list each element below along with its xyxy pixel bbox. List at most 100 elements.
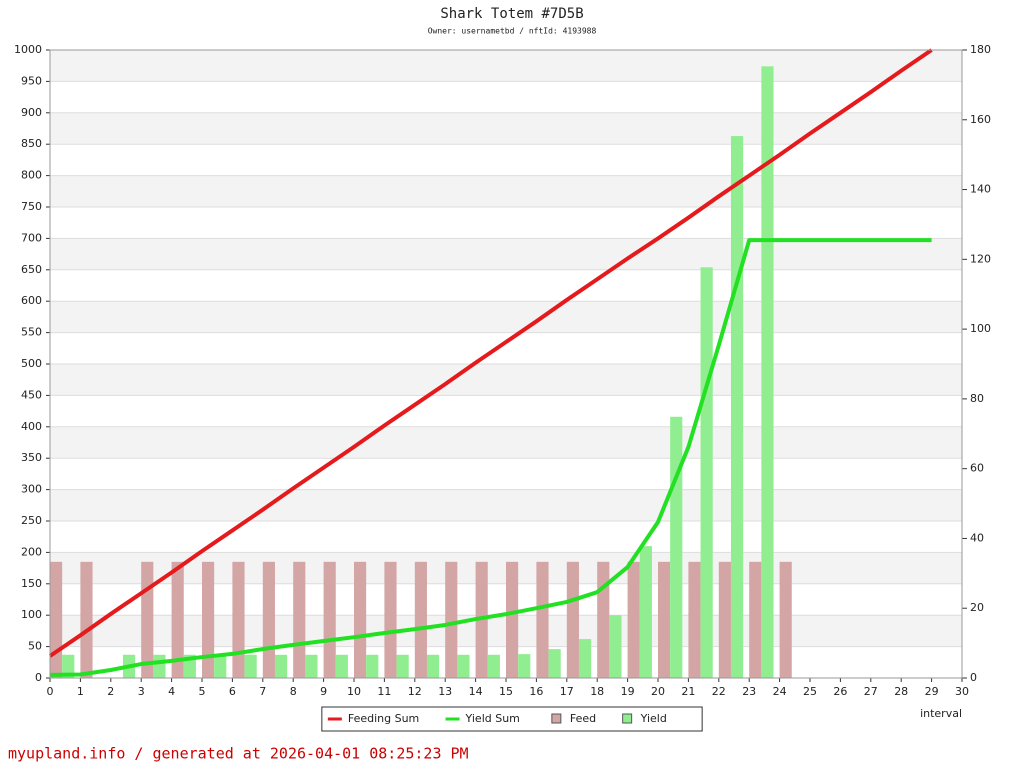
x-tick-label: 18 xyxy=(590,685,604,698)
bar xyxy=(202,561,215,678)
bar xyxy=(566,561,579,678)
x-tick-label: 1 xyxy=(77,685,84,698)
x-tick-label: 17 xyxy=(560,685,574,698)
x-tick-label: 28 xyxy=(894,685,908,698)
x-tick-label: 14 xyxy=(469,685,483,698)
bar xyxy=(730,136,744,678)
bar xyxy=(244,654,257,678)
x-tick-label: 25 xyxy=(803,685,817,698)
y2-tick-label: 140 xyxy=(970,183,991,196)
bar xyxy=(80,561,93,678)
x-tick-label: 2 xyxy=(107,685,114,698)
bar xyxy=(548,649,561,678)
bar xyxy=(426,654,440,678)
x-tick-label: 8 xyxy=(290,685,297,698)
bar xyxy=(366,654,379,678)
y-tick-label: 50 xyxy=(28,640,42,653)
bar xyxy=(718,561,731,678)
bar xyxy=(639,546,652,678)
bar xyxy=(627,561,640,678)
bar xyxy=(670,416,683,678)
x-tick-label: 16 xyxy=(529,685,543,698)
y2-tick-label: 60 xyxy=(970,462,984,475)
grid-band xyxy=(50,269,962,302)
bar xyxy=(506,561,519,678)
x-tick-label: 30 xyxy=(955,685,969,698)
bar xyxy=(487,654,500,678)
x-tick-label: 0 xyxy=(47,685,54,698)
bar xyxy=(50,561,63,678)
grid-band xyxy=(50,395,962,427)
grid-band xyxy=(50,489,962,521)
legend-label: Feed xyxy=(570,712,596,725)
plot-background xyxy=(50,50,962,678)
y-tick-label: 700 xyxy=(21,231,42,244)
bar xyxy=(536,561,549,678)
bar xyxy=(141,561,154,678)
y-tick-label: 300 xyxy=(21,483,42,496)
grid-band xyxy=(50,238,962,270)
legend-label: Yield xyxy=(640,712,667,725)
y-tick-label: 550 xyxy=(21,326,42,339)
x-tick-label: 11 xyxy=(377,685,391,698)
legend-label: Yield Sum xyxy=(465,712,520,725)
bar xyxy=(335,654,348,678)
grid-band xyxy=(50,50,962,82)
bar xyxy=(609,615,622,678)
grid-band xyxy=(50,112,962,145)
bar xyxy=(518,654,531,678)
legend-box xyxy=(321,706,703,732)
y-tick-label: 500 xyxy=(21,357,42,370)
y-tick-label: 850 xyxy=(21,137,42,150)
y2-tick-label: 20 xyxy=(970,601,984,614)
bar xyxy=(323,561,336,678)
bar xyxy=(305,654,318,678)
y-tick-label: 200 xyxy=(21,545,42,558)
bar xyxy=(761,66,774,678)
y2-tick-label: 80 xyxy=(970,392,984,405)
bar xyxy=(293,561,306,678)
x-tick-label: 20 xyxy=(651,685,665,698)
line xyxy=(48,48,933,658)
y2-tick-label: 100 xyxy=(970,322,991,335)
bar xyxy=(232,561,245,678)
bar xyxy=(457,654,470,678)
x-tick-label: 21 xyxy=(681,685,695,698)
legend-label: Feeding Sum xyxy=(348,712,419,725)
bar xyxy=(62,654,75,678)
y-tick-label: 100 xyxy=(21,608,42,621)
y-tick-label: 1000 xyxy=(14,43,42,56)
x-tick-label: 9 xyxy=(320,685,327,698)
bar xyxy=(354,561,367,678)
bar xyxy=(171,561,184,678)
grid-band xyxy=(50,426,962,459)
x-tick-label: 29 xyxy=(925,685,939,698)
y-tick-label: 750 xyxy=(21,200,42,213)
x-axis-label: interval xyxy=(920,707,962,720)
plot-frame xyxy=(49,49,963,679)
line xyxy=(49,238,932,677)
x-tick-label: 13 xyxy=(438,685,452,698)
bar xyxy=(578,639,592,678)
y2-tick-label: 0 xyxy=(970,671,977,684)
bar xyxy=(779,561,792,678)
legend-swatch xyxy=(622,713,633,724)
y-tick-label: 650 xyxy=(21,263,42,276)
grid-band xyxy=(50,332,962,364)
chart-title: Shark Totem #7D5B xyxy=(440,6,583,22)
x-tick-label: 5 xyxy=(199,685,206,698)
footer: myupland.info / generated at 2026-04-01 … xyxy=(8,745,469,763)
bar xyxy=(688,561,701,678)
x-tick-label: 22 xyxy=(712,685,726,698)
grid-band xyxy=(50,364,962,396)
x-tick-label: 10 xyxy=(347,685,361,698)
grid-band xyxy=(50,207,962,239)
y-tick-label: 350 xyxy=(21,451,42,464)
x-tick-label: 19 xyxy=(621,685,635,698)
x-tick-label: 4 xyxy=(168,685,175,698)
chart-subtitle: Owner: usernametbd / nftId: 4193988 xyxy=(428,27,597,36)
grid-band xyxy=(50,81,962,113)
y-tick-label: 0 xyxy=(35,671,42,684)
grid-band xyxy=(50,301,962,333)
